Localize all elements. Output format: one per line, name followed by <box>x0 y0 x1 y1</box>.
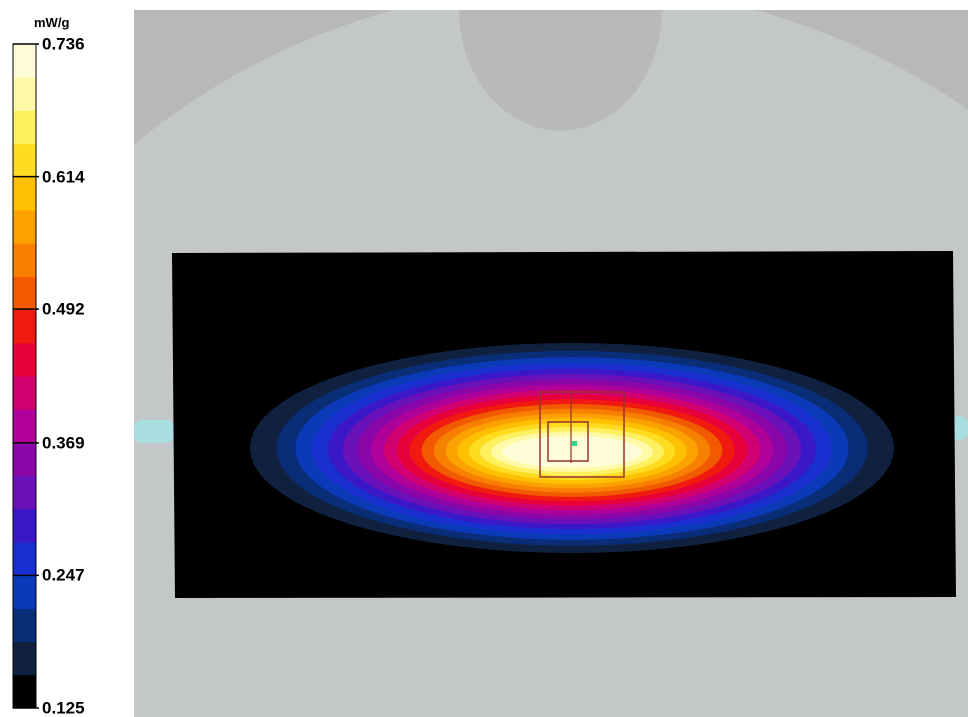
colorbar-segment <box>13 143 36 178</box>
colorbar-segment <box>13 276 36 311</box>
colorbar-segment <box>13 342 36 377</box>
colorbar-tick-label: 0.736 <box>42 34 85 54</box>
sar-contour-level <box>502 436 642 468</box>
colorbar-segment <box>13 442 36 477</box>
colorbar-svg <box>12 43 39 709</box>
colorbar-segment <box>13 508 36 543</box>
peak-location-marker <box>572 441 577 446</box>
colorbar-segment <box>13 44 36 78</box>
colorbar-tick-label: 0.492 <box>42 299 85 319</box>
sar-distribution-view <box>134 10 968 717</box>
sar-plot-svg <box>134 10 968 717</box>
colorbar-legend: mW/g 0.736 0.614 0.492 0.369 0.247 0.125 <box>0 0 134 717</box>
colorbar-tick-label: 0.369 <box>42 433 85 453</box>
colorbar-segment <box>13 77 36 111</box>
colorbar-segment <box>13 110 36 145</box>
colorbar-segment <box>13 210 36 244</box>
colorbar-segment <box>13 641 36 676</box>
device-rod-left <box>134 420 174 443</box>
colorbar-segment <box>13 475 36 510</box>
colorbar-segment <box>13 542 36 576</box>
colorbar-tick-label: 0.125 <box>42 698 85 717</box>
colorbar-segment <box>13 409 36 443</box>
colorbar-segment <box>13 575 36 609</box>
zoom-scan-inner-box <box>547 421 589 462</box>
colorbar-segment <box>13 674 36 709</box>
colorbar-segment <box>13 608 36 643</box>
sar-contours <box>250 343 894 553</box>
colorbar-segment <box>13 376 36 410</box>
colorbar-segment <box>13 176 36 211</box>
zoom-scan-outer-box <box>539 391 625 478</box>
phantom-notch <box>459 10 662 131</box>
colorbar-tick-label: 0.614 <box>42 167 85 187</box>
colorbar-tick-label: 0.247 <box>42 565 85 585</box>
colorbar-unit-label: mW/g <box>34 15 70 30</box>
colorbar-segment <box>13 243 36 277</box>
colorbar-segment <box>13 309 36 344</box>
